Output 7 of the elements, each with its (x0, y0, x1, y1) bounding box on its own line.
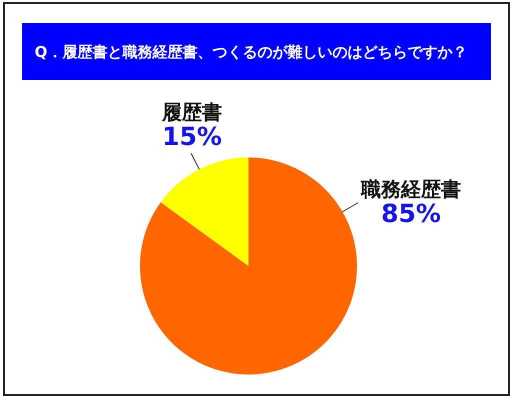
pie-slice (140, 158, 357, 374)
data-label: 85% (381, 199, 441, 228)
chart-title: Q．履歴書と職務経歴書、つくるのが難しいのはどちらですか？ (34, 42, 468, 61)
slice-label: 職務経歴書 (360, 177, 461, 201)
data-label: 15% (162, 122, 222, 151)
pie-slice (160, 158, 248, 266)
slice-label: 履歴書 (161, 100, 222, 124)
